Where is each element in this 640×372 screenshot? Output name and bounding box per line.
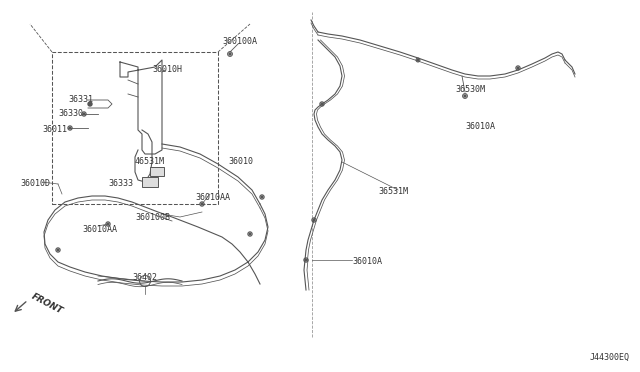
- Circle shape: [69, 127, 71, 129]
- Text: 36010: 36010: [228, 157, 253, 167]
- Bar: [142, 177, 158, 187]
- Circle shape: [261, 196, 263, 198]
- Circle shape: [313, 219, 315, 221]
- Circle shape: [57, 249, 59, 251]
- Circle shape: [107, 223, 109, 225]
- Circle shape: [464, 95, 466, 97]
- Text: 360100A: 360100A: [222, 38, 257, 46]
- Bar: [150, 167, 164, 176]
- Text: 36402: 36402: [132, 273, 157, 282]
- Circle shape: [305, 259, 307, 261]
- Text: 46531M: 46531M: [135, 157, 165, 167]
- Text: FRONT: FRONT: [30, 292, 65, 316]
- Circle shape: [321, 103, 323, 105]
- Circle shape: [88, 102, 92, 106]
- Text: 36330: 36330: [58, 109, 83, 119]
- Text: 36010A: 36010A: [465, 122, 495, 131]
- Bar: [52, 52, 218, 204]
- Text: 36010A: 36010A: [352, 257, 382, 266]
- Text: J44300EQ: J44300EQ: [590, 353, 630, 362]
- Text: 36010D: 36010D: [20, 180, 50, 189]
- Text: 36010AA: 36010AA: [82, 225, 117, 234]
- Text: 36010AA: 36010AA: [195, 192, 230, 202]
- Text: 36011: 36011: [42, 125, 67, 135]
- Text: 36331: 36331: [68, 96, 93, 105]
- Circle shape: [417, 59, 419, 61]
- Text: 36530M: 36530M: [455, 86, 485, 94]
- Circle shape: [83, 113, 85, 115]
- Text: 360100B: 360100B: [135, 212, 170, 221]
- Text: 36531M: 36531M: [378, 187, 408, 196]
- Circle shape: [229, 53, 231, 55]
- Text: 36333: 36333: [108, 180, 133, 189]
- Circle shape: [517, 67, 519, 69]
- Text: 36010H: 36010H: [152, 64, 182, 74]
- Circle shape: [201, 203, 203, 205]
- Circle shape: [249, 233, 251, 235]
